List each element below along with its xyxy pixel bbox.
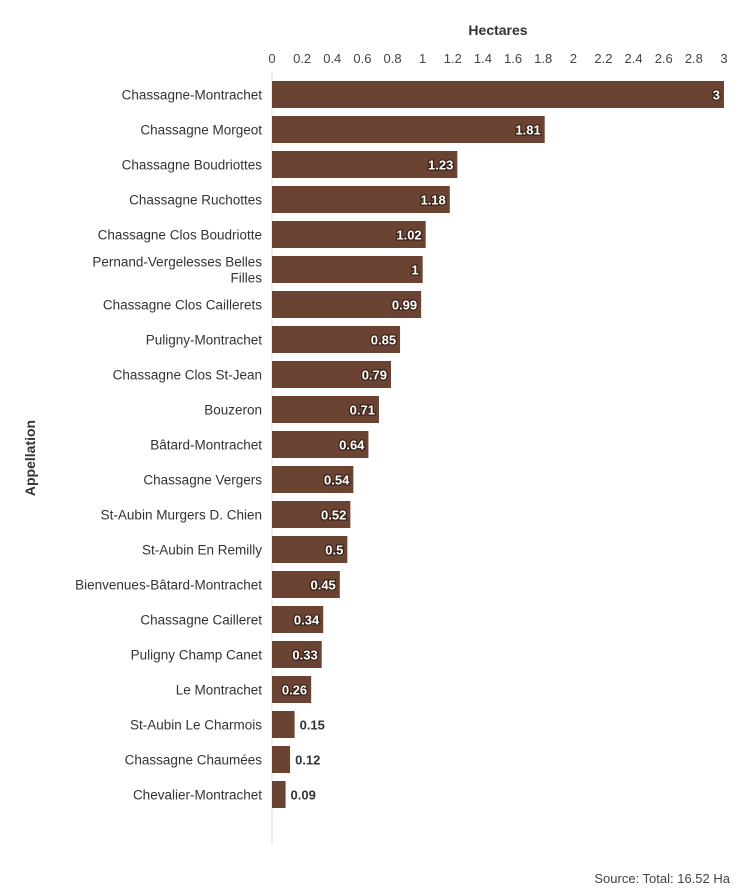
data-label: 0.79 (362, 368, 387, 383)
data-label: 0.52 (321, 508, 346, 523)
data-label: 0.33 (292, 648, 317, 663)
data-label: 0.09 (291, 788, 316, 803)
category-label: Chassagne Boudriottes (122, 158, 263, 173)
bar (272, 536, 348, 563)
bar (272, 396, 379, 423)
x-tick-label: 0 (268, 51, 275, 66)
data-label: 3 (713, 88, 720, 103)
data-label: 0.45 (310, 578, 335, 593)
bars (272, 81, 724, 808)
x-tick-label: 0.2 (293, 51, 311, 66)
x-tick-label: 1.4 (474, 51, 492, 66)
bar (272, 256, 423, 283)
category-label: Chassagne Chaumées (125, 753, 263, 768)
bar (272, 431, 369, 458)
bar (272, 186, 450, 213)
data-label: 0.5 (325, 543, 343, 558)
x-tick-label: 0.4 (323, 51, 341, 66)
data-label: 1.23 (428, 158, 453, 173)
x-tick-label: 1.8 (534, 51, 552, 66)
data-label: 0.12 (295, 753, 320, 768)
data-label: 0.26 (282, 683, 307, 698)
category-label: Chevalier-Montrachet (133, 788, 262, 803)
data-label: 0.71 (350, 403, 375, 418)
bar (272, 501, 351, 528)
category-label: Chassagne Clos Boudriotte (98, 228, 262, 243)
data-label: 1.02 (396, 228, 421, 243)
category-label: Chassagne Morgeot (140, 123, 262, 138)
category-label: Pernand-Vergelesses Belles Filles (92, 255, 262, 286)
source-note: Source: Total: 16.52 Ha (594, 871, 730, 886)
bar (272, 221, 426, 248)
category-label: St-Aubin Murgers D. Chien (101, 508, 262, 523)
x-tick-label: 3 (720, 51, 727, 66)
bar (272, 606, 324, 633)
y-axis-title: Appellation (22, 420, 38, 496)
bar (272, 781, 286, 808)
bar (272, 361, 392, 388)
data-label: 0.85 (371, 333, 396, 348)
data-label: 0.99 (392, 298, 417, 313)
x-tick-label: 1 (419, 51, 426, 66)
bar (272, 151, 458, 178)
x-tick-label: 0.8 (383, 51, 401, 66)
category-label: St-Aubin Le Charmois (130, 718, 262, 733)
category-label: Le Montrachet (176, 683, 263, 698)
data-label: 1.18 (420, 193, 445, 208)
x-tick-label: 1.6 (504, 51, 522, 66)
category-label: Puligny Champ Canet (131, 648, 263, 663)
bar (272, 711, 295, 738)
value-labels: 3 1.81 1.23 1.18 1.02 1 0.99 0.85 0.79 0.71 0.64 0.… (281, 86, 722, 803)
category-label: Bienvenues-Bâtard-Montrachet (75, 578, 262, 593)
x-tick-label: 0.6 (353, 51, 371, 66)
data-label: 0.54 (324, 473, 350, 488)
bar (272, 746, 291, 773)
bar (272, 641, 322, 668)
category-label: St-Aubin En Remilly (142, 543, 262, 558)
data-label: 0.64 (339, 438, 365, 453)
x-tick-label: 2.8 (685, 51, 703, 66)
x-axis-title: Hectares (468, 22, 527, 38)
category-label: Chassagne-Montrachet (122, 88, 263, 103)
bar (272, 466, 354, 493)
bar (272, 676, 312, 703)
x-tick-label: 2.4 (625, 51, 643, 66)
data-label: 1.81 (515, 123, 540, 138)
x-axis-ticks: 0 0.2 0.4 0.6 0.8 1 1.2 1.4 1.6 1.8 2 2.2 2.4 2.6 2.8 3 (268, 51, 727, 66)
category-label: Chassagne Ruchottes (129, 193, 262, 208)
bar (272, 571, 340, 598)
category-label: Chassagne Clos St-Jean (113, 368, 262, 383)
x-tick-label: 2 (570, 51, 577, 66)
bar (272, 326, 401, 353)
category-label: Chassagne Vergers (143, 473, 262, 488)
category-label: Bâtard-Montrachet (150, 438, 262, 453)
bar (272, 116, 545, 143)
data-label: 1 (411, 263, 418, 278)
x-tick-label: 1.2 (444, 51, 462, 66)
bar (272, 81, 724, 108)
category-label: Bouzeron (204, 403, 262, 418)
data-label: 0.34 (294, 613, 320, 628)
category-labels: Chassagne-Montrachet Chassagne Morgeot Cha… (75, 88, 262, 803)
category-label: Puligny-Montrachet (146, 333, 263, 348)
category-label: Chassagne Cailleret (140, 613, 262, 628)
x-tick-label: 2.6 (655, 51, 673, 66)
data-label: 0.15 (300, 718, 325, 733)
x-tick-label: 2.2 (594, 51, 612, 66)
bar (272, 291, 422, 318)
category-label: Chassagne Clos Caillerets (103, 298, 262, 313)
